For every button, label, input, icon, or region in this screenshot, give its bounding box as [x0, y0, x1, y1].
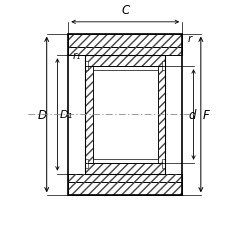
Bar	[68, 35, 181, 48]
Text: D₁: D₁	[59, 110, 72, 120]
Bar	[68, 35, 181, 195]
Bar	[85, 163, 164, 174]
Text: B: B	[121, 162, 129, 175]
Bar	[92, 67, 157, 163]
Bar	[92, 67, 157, 71]
Text: F: F	[202, 109, 208, 121]
Bar	[68, 35, 181, 48]
Text: r₁: r₁	[72, 51, 81, 61]
Bar	[85, 67, 92, 163]
Text: r: r	[186, 34, 191, 44]
Text: C: C	[121, 4, 129, 17]
Bar	[85, 56, 164, 67]
Bar	[85, 56, 164, 67]
Bar	[68, 174, 181, 182]
Bar	[85, 61, 88, 71]
Text: d: d	[188, 109, 195, 121]
Bar	[68, 182, 181, 195]
Bar	[85, 56, 164, 174]
Bar	[85, 163, 164, 174]
Text: D: D	[37, 109, 46, 121]
Bar	[162, 159, 164, 169]
Bar	[92, 159, 157, 163]
Bar	[68, 182, 181, 195]
Bar	[85, 67, 92, 163]
Bar	[162, 61, 164, 71]
Bar	[157, 67, 164, 163]
Bar	[157, 67, 164, 163]
Bar	[68, 174, 181, 182]
Bar	[68, 48, 181, 56]
Bar	[85, 159, 88, 169]
Bar	[68, 48, 181, 56]
